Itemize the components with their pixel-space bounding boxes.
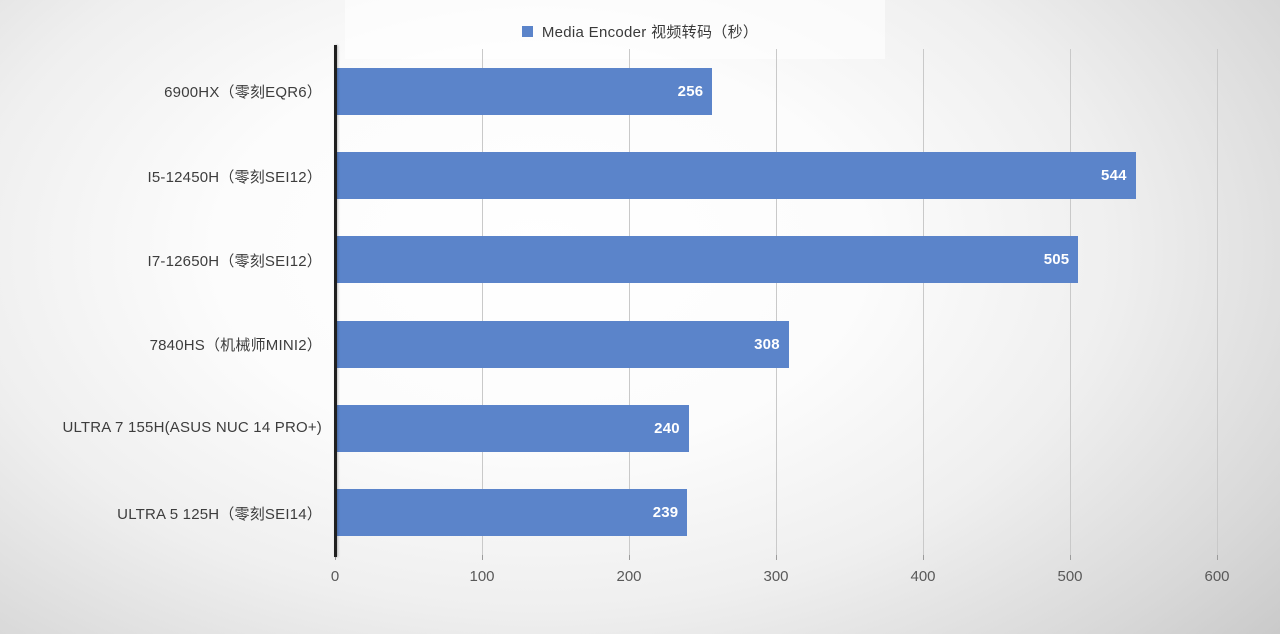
x-axis-tick — [335, 555, 336, 560]
x-axis-tick-label: 500 — [1057, 568, 1083, 585]
bar-value-label: 544 — [1101, 167, 1127, 184]
category-label: 6900HX（零刻EQR6） — [164, 84, 322, 102]
bar-7840HS（机械师MINI2）: 308 — [336, 320, 789, 368]
x-axis-tick — [482, 555, 483, 560]
legend-highlight-band — [345, 0, 885, 59]
bar-value-label: 505 — [1043, 251, 1070, 269]
x-axis-tick-label: 600 — [1204, 568, 1230, 585]
bar-value-label: 308 — [754, 335, 780, 353]
category-label: I5-12450H（零刻SEI12） — [147, 168, 322, 186]
category-label: I7-12650H（零刻SEI12） — [147, 252, 322, 270]
x-axis-tick — [776, 555, 777, 560]
x-axis-tick — [629, 555, 630, 560]
bar-value-label: 240 — [654, 420, 680, 437]
gridline-x-100 — [482, 49, 483, 555]
y-axis-line — [334, 45, 337, 557]
gridline-x-200 — [629, 49, 630, 555]
bar-I7-12650H（零刻SEI12）: 505 — [336, 236, 1079, 284]
x-axis-tick-label: 200 — [616, 568, 642, 585]
bar-ULTRA 5 125H（零刻SEI14）: 239 — [336, 489, 688, 537]
x-axis-tick-label: 0 — [330, 568, 340, 585]
category-label: ULTRA 5 125H（零刻SEI14） — [117, 505, 322, 523]
x-axis-tick-label: 100 — [469, 568, 495, 585]
bar-ULTRA 7 155H(ASUS NUC 14 PRO+): 240 — [336, 405, 689, 452]
x-axis-tick-label: 300 — [763, 568, 789, 585]
x-axis-tick — [1217, 555, 1218, 560]
bar-value-label: 256 — [677, 82, 704, 100]
bar-6900HX（零刻EQR6）: 256 — [336, 67, 713, 115]
bar-value-label: 239 — [652, 504, 679, 522]
category-label: ULTRA 7 155H(ASUS NUC 14 PRO+) — [62, 418, 322, 436]
gridline-x-500 — [1070, 49, 1071, 555]
x-axis-tick — [923, 555, 924, 560]
x-axis-tick-label: 400 — [910, 568, 936, 585]
gridline-x-600 — [1217, 49, 1218, 555]
category-label: 7840HS（机械师MINI2） — [149, 337, 322, 355]
x-axis-tick — [1070, 555, 1071, 560]
gridline-x-300 — [776, 49, 777, 555]
bar-I5-12450H（零刻SEI12）: 544 — [336, 152, 1136, 199]
gridline-x-400 — [923, 49, 924, 555]
